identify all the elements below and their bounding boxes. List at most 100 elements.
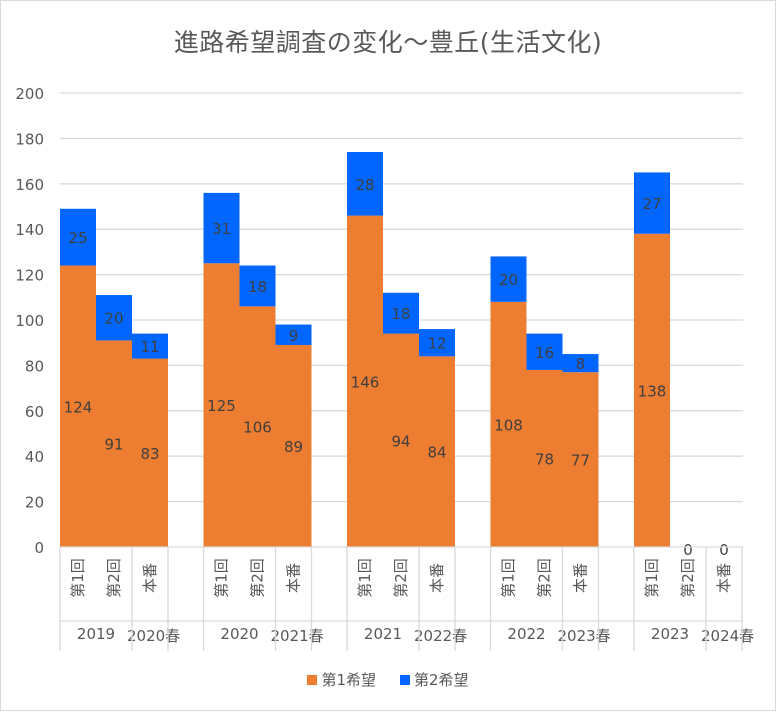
legend-item-second-choice: 第2希望 <box>400 669 469 690</box>
x-subcategory-label: 本番 <box>572 563 590 593</box>
y-tick-label: 180 <box>15 130 44 148</box>
legend: 第1希望 第2希望 <box>1 669 775 690</box>
x-group-year-label: 2022 <box>507 625 545 643</box>
x-group-spring-label: 2020春 <box>127 627 180 645</box>
y-tick-label: 120 <box>15 267 44 285</box>
bar-second-choice <box>634 172 670 234</box>
x-subcategory-label: 第1回 <box>69 558 87 598</box>
bar-first-choice <box>96 340 132 547</box>
x-subcategory-label: 第2回 <box>392 558 410 598</box>
data-label-second-choice: 31 <box>212 220 231 238</box>
data-label-second-choice: 16 <box>535 344 554 362</box>
x-subcategory-label: 第1回 <box>213 558 231 598</box>
x-subcategory-label: 第2回 <box>105 558 123 598</box>
data-label-second-choice: 27 <box>642 195 661 213</box>
bar-second-choice <box>562 354 599 373</box>
y-tick-label: 40 <box>25 448 44 466</box>
data-label-first-choice: 91 <box>104 436 123 454</box>
bar-second-choice <box>239 265 276 307</box>
data-label-second-choice: 9 <box>289 327 299 345</box>
data-label-second-choice: 0 <box>719 541 729 559</box>
x-group-spring-label: 2024春 <box>701 627 754 645</box>
x-group-spring-label: 2022春 <box>414 627 467 645</box>
x-subcategory-label: 第2回 <box>679 558 697 598</box>
data-label-first-choice: 78 <box>535 450 554 468</box>
bar-first-choice <box>275 344 312 547</box>
data-label-first-choice: 84 <box>427 444 446 462</box>
legend-swatch-second-choice <box>400 674 410 685</box>
y-tick-label: 140 <box>15 221 44 239</box>
y-tick-label: 20 <box>25 494 44 512</box>
data-label-first-choice: 94 <box>391 432 410 450</box>
bar-second-choice <box>383 292 419 334</box>
y-tick-label: 200 <box>15 85 44 103</box>
x-group-year-label: 2023 <box>651 625 689 643</box>
bar-first-choice <box>60 265 96 547</box>
x-subcategory-label: 第1回 <box>643 558 661 598</box>
legend-swatch-first-choice <box>307 674 318 685</box>
bar-first-choice <box>562 372 599 547</box>
bar-second-choice <box>203 192 240 264</box>
x-subcategory-label: 本番 <box>715 563 733 593</box>
data-label-second-choice: 8 <box>576 355 586 373</box>
data-label-second-choice: 12 <box>427 335 446 353</box>
legend-label-first-choice: 第1希望 <box>321 671 376 689</box>
x-subcategory-label: 本番 <box>141 563 159 593</box>
x-group-year-label: 2020 <box>220 625 258 643</box>
x-subcategory-label: 本番 <box>428 563 446 593</box>
data-label-first-choice: 83 <box>140 445 159 463</box>
data-label-second-choice: 0 <box>683 541 693 559</box>
y-tick-label: 60 <box>25 403 44 421</box>
bar-first-choice <box>383 333 419 547</box>
x-group-year-label: 2019 <box>77 625 115 643</box>
bar-first-choice <box>347 215 383 547</box>
bar-second-choice <box>490 256 527 302</box>
data-label-second-choice: 18 <box>391 305 410 323</box>
data-label-first-choice: 138 <box>638 382 667 400</box>
x-group-spring-label: 2021春 <box>271 627 324 645</box>
data-label-second-choice: 25 <box>68 229 87 247</box>
bar-first-choice <box>239 306 276 547</box>
y-tick-label: 100 <box>15 312 44 330</box>
bar-first-choice <box>419 356 455 547</box>
bar-first-choice <box>203 263 240 547</box>
bar-first-choice <box>634 233 670 548</box>
bar-second-choice <box>96 295 132 341</box>
bar-second-choice <box>60 208 96 266</box>
bar-first-choice <box>132 358 168 547</box>
data-label-first-choice: 125 <box>207 397 236 415</box>
bar-first-choice <box>490 301 527 547</box>
data-label-first-choice: 89 <box>284 438 303 456</box>
legend-item-first-choice: 第1希望 <box>307 669 376 690</box>
y-tick-label: 80 <box>25 357 44 375</box>
chart-title: 進路希望調査の変化～豊丘(生活文化) <box>173 28 603 57</box>
bar-second-choice <box>419 329 455 357</box>
x-subcategory-label: 第1回 <box>500 558 518 598</box>
bar-second-choice <box>526 333 563 370</box>
bar-second-choice <box>347 152 383 216</box>
x-subcategory-label: 第2回 <box>536 558 554 598</box>
x-subcategory-label: 第1回 <box>356 558 374 598</box>
bar-second-choice <box>275 324 312 345</box>
data-label-second-choice: 18 <box>248 278 267 296</box>
data-label-second-choice: 11 <box>140 338 159 356</box>
x-subcategory-label: 本番 <box>285 563 303 593</box>
y-tick-label: 160 <box>15 176 44 194</box>
legend-label-second-choice: 第2希望 <box>414 671 469 689</box>
data-label-first-choice: 106 <box>243 419 272 437</box>
x-group-year-label: 2021 <box>364 625 402 643</box>
data-label-first-choice: 108 <box>494 416 523 434</box>
data-label-second-choice: 28 <box>355 176 374 194</box>
bar-first-choice <box>526 369 563 547</box>
bar-second-choice <box>132 333 168 359</box>
data-label-second-choice: 20 <box>104 310 123 328</box>
data-label-first-choice: 77 <box>571 452 590 470</box>
data-label-second-choice: 20 <box>499 271 518 289</box>
x-subcategory-label: 第2回 <box>249 558 267 598</box>
x-group-spring-label: 2023春 <box>558 627 611 645</box>
y-tick-label: 0 <box>34 539 44 557</box>
data-label-first-choice: 124 <box>64 398 93 416</box>
data-label-first-choice: 146 <box>351 373 380 391</box>
